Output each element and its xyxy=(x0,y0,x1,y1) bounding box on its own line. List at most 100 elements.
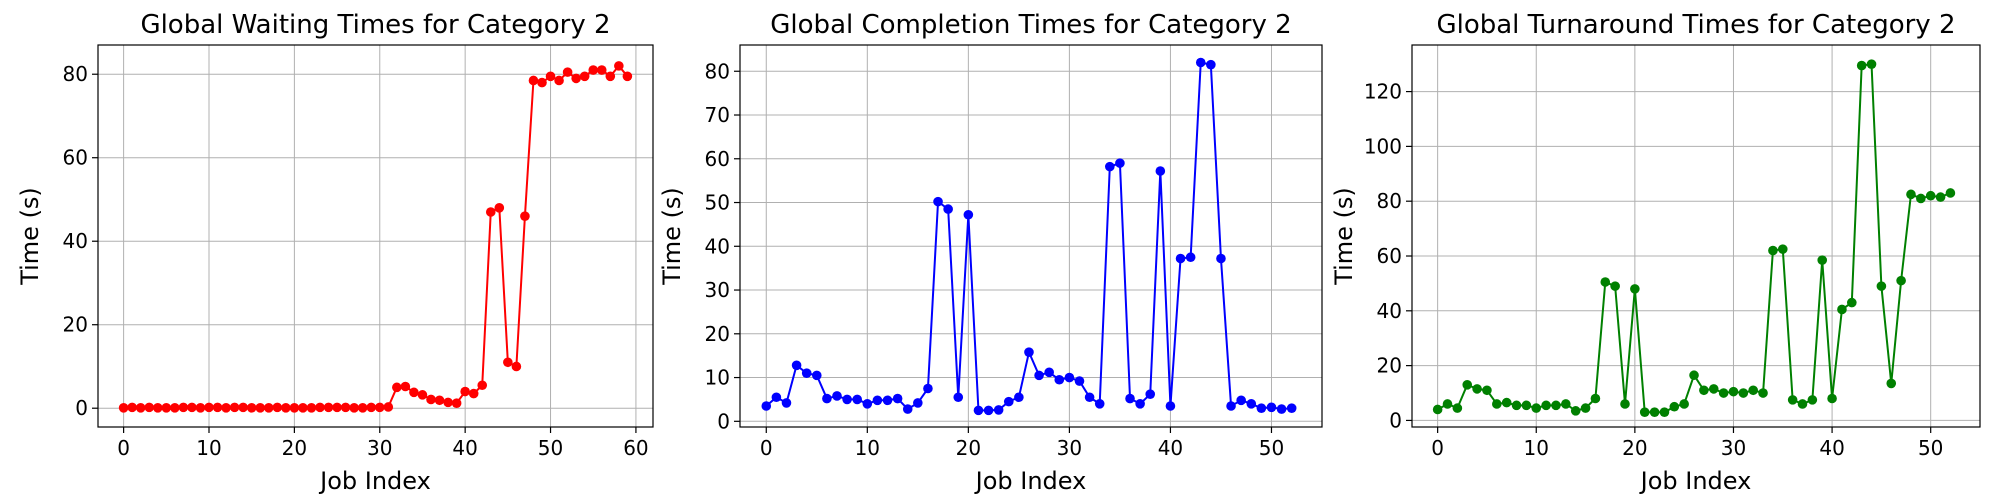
chart-2-point-6 xyxy=(1492,399,1502,409)
chart-1-point-13 xyxy=(892,393,903,404)
chart-0-point-32 xyxy=(392,382,402,393)
chart-1-point-20 xyxy=(963,209,974,220)
chart-waiting-times: 0 10 20 30 40 50 60 0 20 40 60 80 Global Waiting Tim… xyxy=(16,10,654,495)
chart-1-point-19 xyxy=(953,392,964,403)
chart-0-point-58 xyxy=(614,61,624,71)
chart-0-point-3 xyxy=(144,402,155,413)
chart-2-point-37 xyxy=(1797,399,1808,409)
chart-1-x-tick-label-3: 30 xyxy=(1057,436,1082,460)
chart-2-point-11 xyxy=(1541,400,1551,411)
chart-1-point-11 xyxy=(872,395,883,406)
chart-2-x-tick-label-4: 40 xyxy=(1819,436,1844,460)
chart-2-point-2 xyxy=(1452,403,1463,413)
chart-1-point-3 xyxy=(791,360,802,371)
chart-1-x-tick-label-1: 10 xyxy=(855,436,880,460)
chart-2-y-tick-label-0: 0 xyxy=(1389,408,1402,432)
chart-1-point-0 xyxy=(761,401,772,411)
chart-1-point-17 xyxy=(933,196,943,207)
chart-2-point-45 xyxy=(1876,281,1887,291)
chart-0-point-24 xyxy=(323,402,334,413)
chart-completion-times: 0 10 20 30 40 50 0 10 20 30 40 50 60 70 80 Global Compl… xyxy=(658,10,1323,495)
chart-0-point-12 xyxy=(221,402,231,413)
chart-2-point-32 xyxy=(1748,385,1758,396)
chart-0-point-22 xyxy=(306,402,317,413)
chart-2-x-tick-label-2: 20 xyxy=(1622,436,1647,460)
chart-0-point-16 xyxy=(255,402,266,413)
chart-0-point-43 xyxy=(485,207,496,217)
chart-0-point-2 xyxy=(135,402,146,413)
chart-1-y-tick-label-1: 10 xyxy=(705,366,730,390)
chart-1-point-14 xyxy=(902,404,913,414)
chart-1-point-52 xyxy=(1286,403,1297,413)
chart-1-x-tick-label-4: 40 xyxy=(1158,436,1183,460)
chart-0-x-tick-label-3: 30 xyxy=(367,436,392,460)
chart-1-point-26 xyxy=(1024,347,1034,357)
chart-1-point-48 xyxy=(1246,399,1257,409)
chart-0-point-21 xyxy=(298,402,308,413)
chart-0-title: Global Waiting Times for Category 2 xyxy=(140,10,610,40)
chart-2-point-36 xyxy=(1787,395,1798,405)
chart-1-point-38 xyxy=(1145,389,1156,399)
chart-0-x-tick-label-4: 40 xyxy=(452,436,477,460)
chart-0-point-38 xyxy=(443,397,453,408)
chart-1-y-tick-label-3: 30 xyxy=(705,278,730,302)
chart-2-point-50 xyxy=(1925,190,1936,201)
chart-0-point-59 xyxy=(622,71,633,82)
chart-1-point-9 xyxy=(852,394,863,405)
chart-2-y-tick-label-5: 100 xyxy=(1364,134,1402,158)
chart-1-point-45 xyxy=(1216,253,1226,264)
chart-0-x-tick-label-1: 10 xyxy=(196,436,221,460)
chart-2-point-0 xyxy=(1432,404,1443,415)
chart-2-point-23 xyxy=(1659,407,1670,418)
chart-1-point-35 xyxy=(1115,158,1125,168)
chart-0-point-30 xyxy=(374,402,385,413)
chart-0-series-line xyxy=(123,64,629,409)
chart-0-point-11 xyxy=(212,402,223,413)
chart-0-point-1 xyxy=(127,402,137,413)
chart-2-point-34 xyxy=(1768,245,1778,256)
chart-1-point-34 xyxy=(1105,161,1115,172)
chart-0-point-56 xyxy=(596,65,607,75)
chart-1-point-24 xyxy=(1003,396,1014,407)
chart-0-y-tick-label-4: 80 xyxy=(63,62,88,86)
chart-1-point-39 xyxy=(1155,166,1166,176)
chart-2-point-30 xyxy=(1728,386,1739,397)
chart-2-point-17 xyxy=(1600,277,1611,287)
chart-0-point-29 xyxy=(366,402,377,413)
chart-1-point-36 xyxy=(1125,393,1135,404)
chart-0-point-54 xyxy=(579,71,590,82)
chart-0-point-10 xyxy=(204,402,214,413)
chart-0-point-44 xyxy=(494,203,505,213)
chart-1-y-axis-label: Time (s) xyxy=(658,187,686,286)
chart-2-point-39 xyxy=(1817,255,1828,265)
chart-0-point-34 xyxy=(409,387,419,398)
chart-2-point-9 xyxy=(1521,400,1532,411)
chart-1-point-21 xyxy=(973,405,984,416)
chart-2-x-tick-label-0: 0 xyxy=(1431,436,1444,460)
chart-1-point-12 xyxy=(882,395,893,406)
chart-2-point-52 xyxy=(1945,188,1956,198)
chart-0-y-tick-label-2: 40 xyxy=(63,229,88,253)
chart-2-x-tick-label-5: 50 xyxy=(1918,436,1943,460)
chart-2-point-7 xyxy=(1501,397,1512,408)
chart-1-point-15 xyxy=(913,398,923,408)
chart-2-y-axis-label: Time (s) xyxy=(1330,187,1358,286)
chart-1-point-25 xyxy=(1014,392,1024,403)
chart-2-point-48 xyxy=(1906,189,1916,200)
chart-0-point-41 xyxy=(468,388,479,399)
chart-0-x-tick-label-6: 60 xyxy=(623,436,648,460)
chart-1-point-23 xyxy=(993,405,1004,415)
chart-1-point-44 xyxy=(1206,59,1216,70)
chart-0-y-tick-label-0: 0 xyxy=(75,396,88,420)
chart-1-point-50 xyxy=(1266,402,1277,413)
chart-2-point-13 xyxy=(1561,399,1571,409)
chart-1-y-tick-label-0: 0 xyxy=(717,409,730,433)
chart-1-point-7 xyxy=(832,391,842,401)
chart-1-point-31 xyxy=(1074,376,1085,386)
chart-0-y-axis-label: Time (s) xyxy=(16,187,44,286)
chart-0-point-40 xyxy=(460,386,470,397)
chart-0-point-23 xyxy=(315,402,325,413)
chart-0-point-57 xyxy=(605,71,616,82)
chart-0-point-18 xyxy=(272,402,283,413)
chart-0-point-45 xyxy=(503,357,513,368)
